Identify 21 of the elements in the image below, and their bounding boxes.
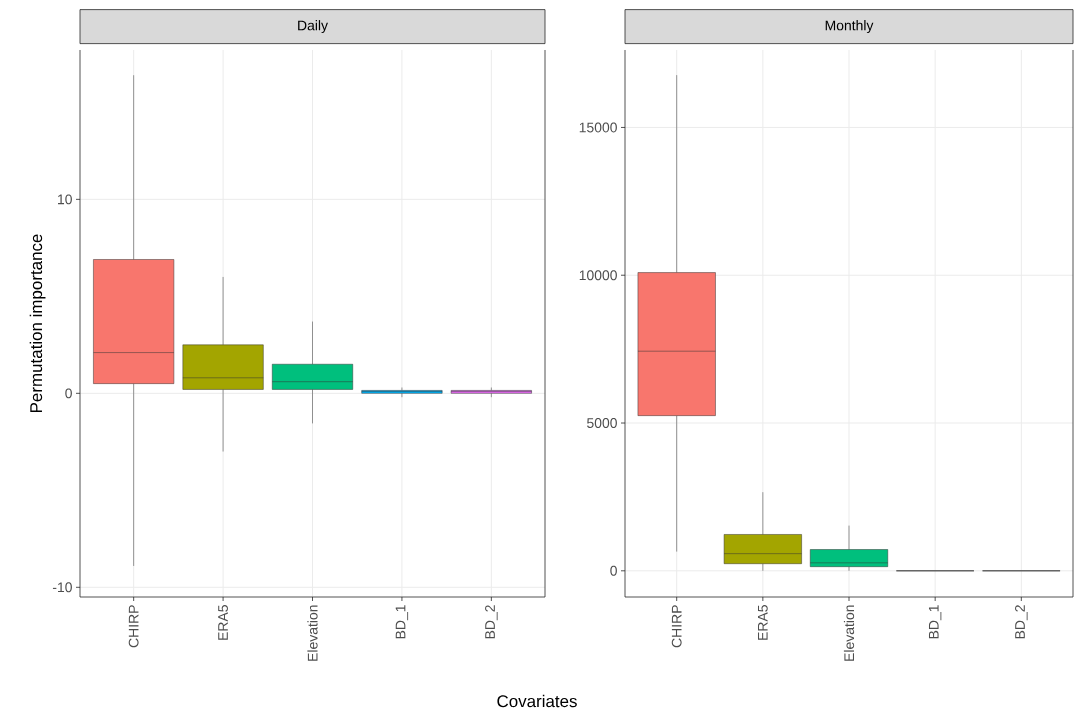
chart-title: Monthly: [825, 20, 874, 34]
x-tick-label: Elevation: [307, 605, 318, 661]
x-tick-label: BD_1: [928, 605, 942, 639]
chart-title: Daily: [298, 20, 328, 34]
y-tick-label: -10: [52, 582, 72, 593]
x-tick-label: BD_2: [1015, 605, 1028, 639]
x-tick-label: CHIRP: [671, 605, 682, 648]
x-tick-label: Elevation: [843, 605, 855, 661]
x-tick-label: ERA5: [757, 605, 768, 640]
y-axis-title: Permutation importance: [29, 234, 46, 413]
y-tick-label: 10: [58, 194, 72, 205]
x-axis-title: Covariates: [497, 694, 577, 708]
y-tick-label: 10000: [579, 270, 617, 281]
x-tick-label: ERA5: [218, 605, 228, 640]
y-tick-label: 5000: [587, 418, 617, 428]
y-tick-label: 15000: [579, 122, 617, 133]
y-tick-label: 0: [610, 565, 617, 576]
x-tick-label: BD_2: [485, 605, 498, 639]
x-tick-label: CHIRP: [128, 605, 139, 648]
y-tick-label: 0: [65, 388, 72, 399]
x-tick-label: BD_1: [395, 605, 409, 639]
